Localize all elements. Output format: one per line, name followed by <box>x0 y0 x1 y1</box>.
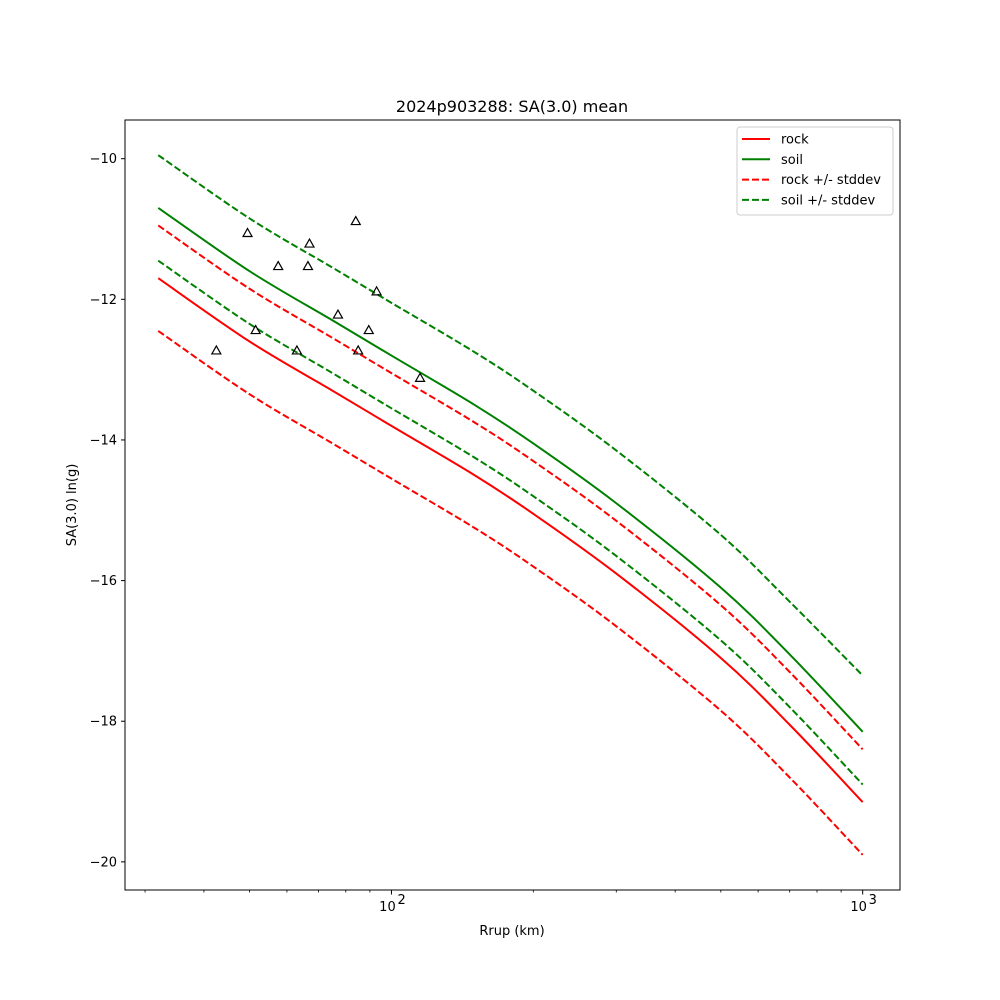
observation-triangle-marker <box>302 260 314 271</box>
observation-triangle-marker <box>291 344 303 355</box>
legend-label: soil <box>781 153 803 168</box>
observation-triangle-marker <box>272 260 284 271</box>
series-band-3-line-3 <box>157 330 864 856</box>
series-soil-line-1 <box>157 207 864 733</box>
observation-triangle-marker <box>250 324 262 335</box>
y-axis-label: SA(3.0) ln(g) <box>65 464 80 547</box>
observation-triangle-marker <box>242 227 254 238</box>
observation-triangle-marker <box>210 344 222 355</box>
y-tick-label: −16 <box>90 574 117 589</box>
y-tick-label: −14 <box>90 433 117 448</box>
legend-box <box>736 126 894 216</box>
legend-label: rock <box>781 133 809 148</box>
x-tick-label: 10 <box>379 900 396 915</box>
x-tick-exponent: 2 <box>397 893 405 908</box>
observation-triangle-marker <box>371 285 383 296</box>
observation-triangle-marker <box>352 344 364 355</box>
series-soil-stddev-line-4 <box>157 154 864 677</box>
chart-title: 2024p903288: SA(3.0) mean <box>396 97 628 116</box>
x-axis-label: Rrup (km) <box>479 924 544 939</box>
plot-frame <box>124 119 901 891</box>
observation-triangle-marker <box>350 215 362 226</box>
series-band-5-line-5 <box>157 259 864 786</box>
observation-triangle-marker <box>332 308 344 319</box>
legend: rock soil rock +/- stddev soil +/- stddev <box>736 126 894 216</box>
y-tick-label: −18 <box>90 715 117 730</box>
observation-triangle-marker <box>414 372 426 382</box>
series-rock-line-0 <box>157 277 864 803</box>
observation-triangle-marker <box>363 324 375 335</box>
x-tick-label: 10 <box>850 900 867 915</box>
y-tick-label: −12 <box>90 293 117 308</box>
y-tick-label: −10 <box>90 152 117 167</box>
x-tick-exponent: 3 <box>869 893 877 908</box>
legend-label: rock +/- stddev <box>781 173 881 188</box>
y-tick-label: −20 <box>90 855 117 870</box>
plot-area <box>157 154 864 856</box>
series-rock-stddev-line-2 <box>157 224 864 751</box>
observation-triangle-marker <box>303 237 316 248</box>
legend-label: soil +/- stddev <box>781 193 876 208</box>
